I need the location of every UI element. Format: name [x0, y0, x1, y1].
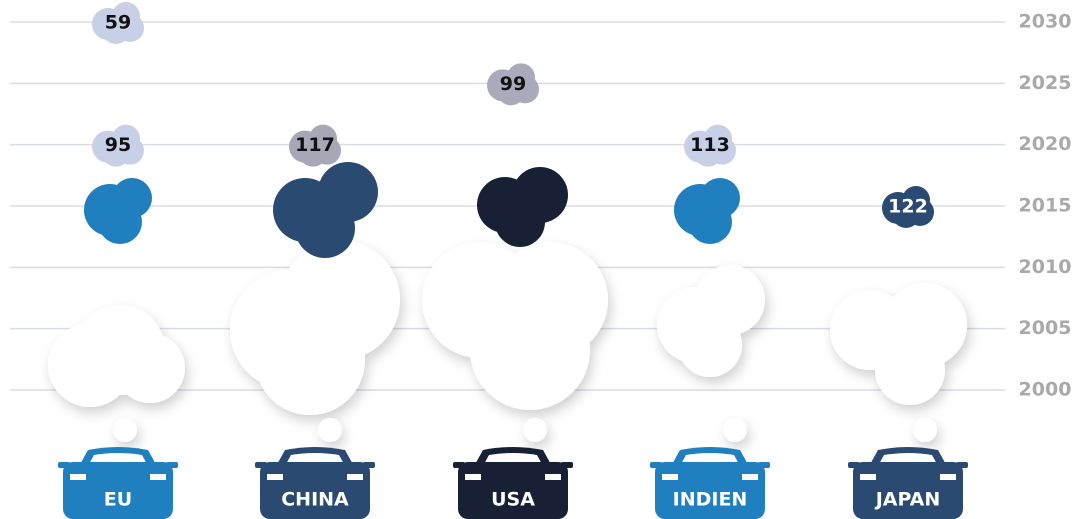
y-tick-label: 2020 [1019, 133, 1072, 155]
y-tick-label: 2000 [1019, 379, 1072, 401]
category-label: USA [491, 489, 535, 511]
y-tick-label: 2010 [1019, 256, 1072, 278]
category-label: JAPAN [874, 489, 941, 511]
value-label: 59 [105, 12, 131, 34]
y-tick-label: 2030 [1019, 11, 1072, 33]
value-label: 95 [105, 134, 131, 156]
current-clouds [84, 162, 740, 258]
category-label: INDIEN [673, 489, 748, 511]
category-label: CHINA [281, 489, 349, 511]
chart: 2000 2005 2010 2015 2020 2025 2030 59 95 117 99 11… [0, 0, 1078, 519]
value-label: 99 [500, 73, 526, 95]
y-tick-label: 2005 [1019, 317, 1072, 339]
category-label: EU [104, 489, 132, 511]
value-label: 113 [690, 134, 730, 156]
value-label: 117 [295, 134, 335, 156]
value-label: 122 [888, 196, 928, 218]
y-tick-label: 2025 [1019, 72, 1072, 94]
y-tick-label: 2015 [1019, 195, 1072, 217]
smoke-clouds [48, 240, 967, 442]
